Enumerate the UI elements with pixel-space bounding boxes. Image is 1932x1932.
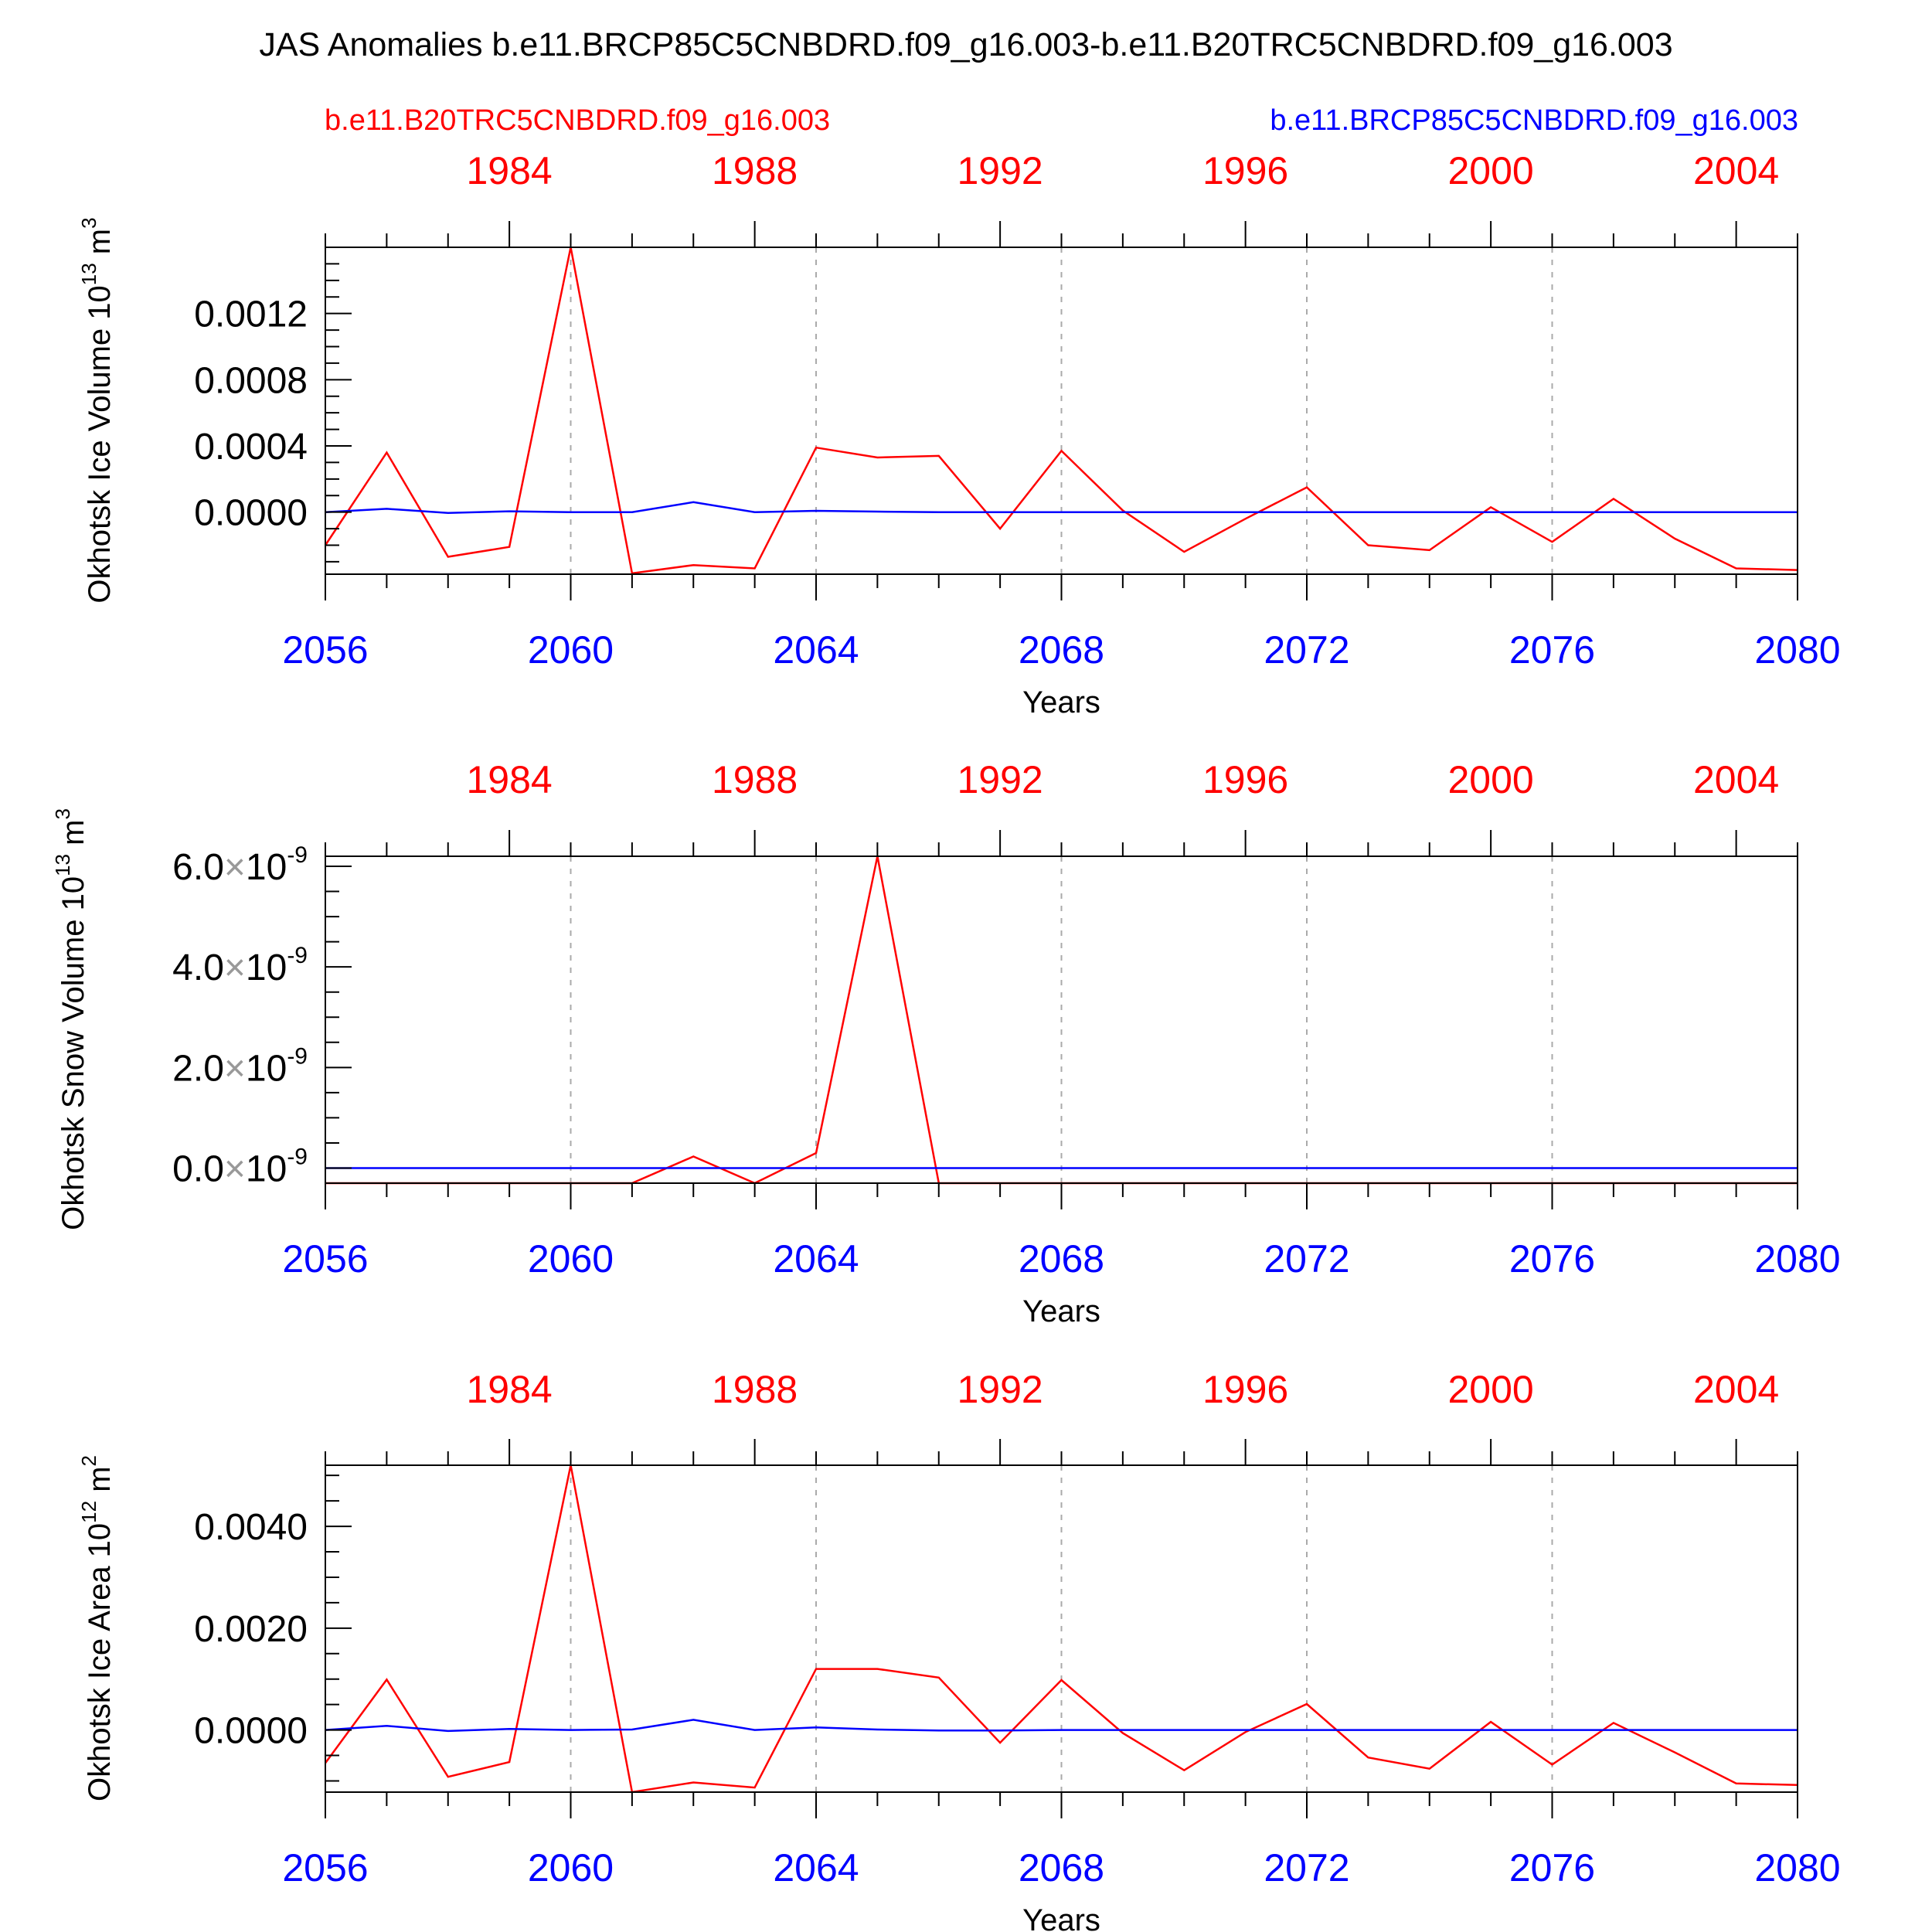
panels: 2056 2060 2064 2068 2072 2076 2080 Years 1984 198… — [51, 149, 1841, 1932]
x-tick-label: 2060 — [528, 1846, 614, 1889]
top-tick-label: 2000 — [1448, 1368, 1534, 1411]
y-axis-title-unit-sup: 3 — [77, 217, 100, 228]
y-tick-times: × — [224, 947, 246, 988]
top-tick-label: 1984 — [467, 1368, 553, 1411]
y-axis-title-text: Okhotsk Ice Volume 10 — [83, 285, 117, 603]
top-tick-label: 1988 — [712, 758, 798, 801]
top-tick-label: 1996 — [1202, 758, 1288, 801]
y-tick-label: 0.0008 — [194, 360, 308, 401]
series-line-blue — [325, 501, 1798, 515]
chart-panel-1: 2056 2060 2064 2068 2072 2076 2080 Years 1984 198… — [77, 149, 1841, 719]
figure-title: JAS Anomalies b.e11.BRCP85C5CNBDRD.f09_g… — [259, 26, 1672, 63]
x-tick-label: 2068 — [1019, 1846, 1104, 1889]
top-tick-label: 2000 — [1448, 758, 1534, 801]
y-tick-base: 10 — [246, 1148, 287, 1189]
top-tick-label: 2004 — [1693, 149, 1779, 192]
series-line-blue — [325, 1719, 1798, 1733]
x-tick-label: 2064 — [773, 1846, 859, 1889]
y-axis-title-unit: m — [83, 229, 117, 263]
x-tick-label: 2060 — [528, 628, 614, 672]
y-axis-title: Okhotsk Ice Volume 1013 m3 — [77, 217, 117, 603]
y-tick-label: 0.0×10-9 — [172, 1144, 308, 1189]
y-tick-label: 0.0000 — [194, 1711, 308, 1752]
y-tick-label: 0.0004 — [194, 427, 308, 468]
legend-left-label: b.e11.B20TRC5CNBDRD.f09_g16.003 — [325, 104, 830, 137]
top-tick-label: 1984 — [467, 149, 553, 192]
x-tick-label: 2056 — [282, 1846, 368, 1889]
x-tick-label: 2072 — [1264, 1846, 1349, 1889]
x-axis-title: Years — [1022, 1903, 1100, 1932]
top-tick-label: 1992 — [957, 758, 1043, 801]
y-tick-exponent: -9 — [287, 943, 308, 968]
top-tick-label: 1988 — [712, 1368, 798, 1411]
y-axis-title-sup: 13 — [51, 854, 74, 876]
x-tick-label: 2056 — [282, 1237, 368, 1281]
top-tick-label: 1996 — [1202, 149, 1288, 192]
y-tick-label: 0.0012 — [194, 294, 308, 335]
y-axis-title-text: Okhotsk Snow Volume 10 — [56, 876, 90, 1230]
y-tick-mantissa: 6.0 — [172, 847, 224, 888]
y-axis-title-sup: 13 — [77, 263, 100, 285]
y-tick-times: × — [224, 847, 246, 888]
y-axis-title-unit: m — [56, 820, 90, 854]
y-tick-base: 10 — [246, 847, 287, 888]
y-tick-base: 10 — [246, 1048, 287, 1089]
top-tick-label: 2004 — [1693, 758, 1779, 801]
y-axis-title: Okhotsk Snow Volume 1013 m3 — [51, 808, 90, 1230]
y-tick-label: 0.0020 — [194, 1609, 308, 1650]
x-tick-label: 2064 — [773, 628, 859, 672]
x-tick-label: 2060 — [528, 1237, 614, 1281]
top-tick-label: 1996 — [1202, 1368, 1288, 1411]
x-tick-label: 2072 — [1264, 1237, 1349, 1281]
top-tick-label: 1984 — [467, 758, 553, 801]
y-tick-mantissa: 2.0 — [172, 1048, 224, 1089]
x-tick-label: 2072 — [1264, 628, 1349, 672]
x-tick-label: 2076 — [1509, 1237, 1595, 1281]
y-tick-exponent: -9 — [287, 1144, 308, 1169]
x-tick-label: 2080 — [1754, 1846, 1840, 1889]
y-tick-mantissa: 4.0 — [172, 947, 224, 988]
x-tick-label: 2068 — [1019, 1237, 1104, 1281]
x-tick-label: 2068 — [1019, 628, 1104, 672]
y-axis-title-sup: 12 — [77, 1501, 100, 1523]
x-tick-label: 2080 — [1754, 628, 1840, 672]
x-tick-label: 2076 — [1509, 1846, 1595, 1889]
top-tick-label: 2000 — [1448, 149, 1534, 192]
y-tick-times: × — [224, 1148, 246, 1189]
y-tick-label: 0.0000 — [194, 493, 308, 534]
top-tick-label: 1988 — [712, 149, 798, 192]
y-axis-title-unit: m — [83, 1466, 117, 1500]
y-tick-times: × — [224, 1048, 246, 1089]
y-tick-label: 6.0×10-9 — [172, 842, 308, 888]
chart-panel-3: 2056 2060 2064 2068 2072 2076 2080 Years 1984 198… — [77, 1368, 1841, 1932]
y-tick-mantissa: 0.0 — [172, 1148, 224, 1189]
x-tick-label: 2064 — [773, 1237, 859, 1281]
y-axis-title-unit-sup: 2 — [77, 1455, 100, 1466]
x-tick-label: 2076 — [1509, 628, 1595, 672]
y-axis-title-text: Okhotsk Ice Area 10 — [83, 1523, 117, 1801]
y-tick-label: 2.0×10-9 — [172, 1043, 308, 1089]
y-tick-label: 0.0040 — [194, 1507, 308, 1548]
legend-right-label: b.e11.BRCP85C5CNBDRD.f09_g16.003 — [1270, 104, 1798, 137]
x-axis-title: Years — [1022, 1294, 1100, 1328]
x-tick-label: 2080 — [1754, 1237, 1840, 1281]
y-axis-title-unit-sup: 3 — [51, 808, 74, 819]
y-tick-base: 10 — [246, 947, 287, 988]
y-tick-exponent: -9 — [287, 842, 308, 868]
top-tick-label: 1992 — [957, 1368, 1043, 1411]
chart-panel-2: 2056 2060 2064 2068 2072 2076 2080 Years 1984 198… — [51, 758, 1841, 1328]
top-tick-label: 1992 — [957, 149, 1043, 192]
x-tick-label: 2056 — [282, 628, 368, 672]
y-axis-title: Okhotsk Ice Area 1012 m2 — [77, 1455, 117, 1801]
x-axis-title: Years — [1022, 685, 1100, 719]
y-tick-label: 4.0×10-9 — [172, 943, 308, 988]
y-tick-exponent: -9 — [287, 1043, 308, 1069]
top-tick-label: 2004 — [1693, 1368, 1779, 1411]
